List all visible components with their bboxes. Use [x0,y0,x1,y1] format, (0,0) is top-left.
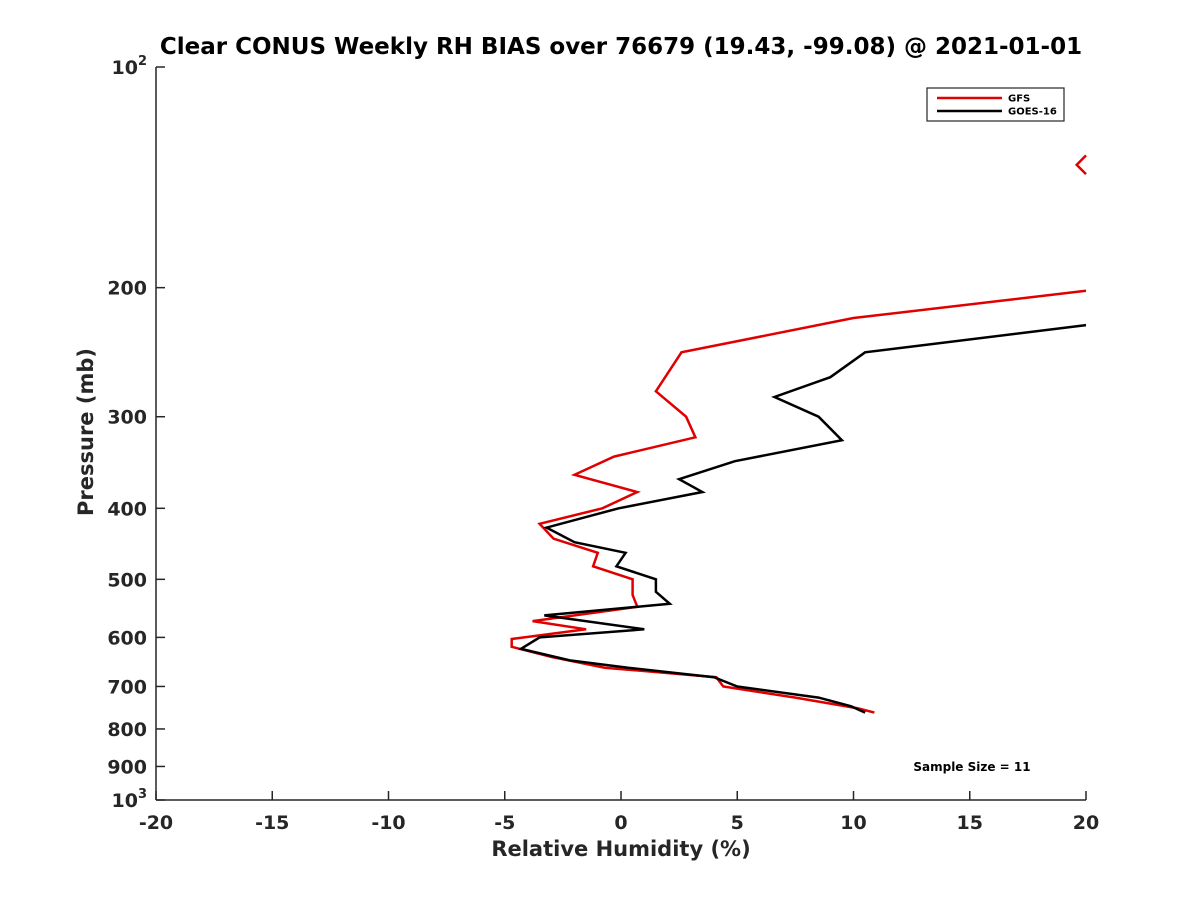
x-tick-label: 0 [614,812,627,834]
legend-label-gfs: GFS [1008,94,1030,105]
legend: GFS GOES-16 [926,87,1065,122]
chart-title: Clear CONUS Weekly RH BIAS over 76679 (1… [160,34,1082,60]
plot-area [510,154,1087,714]
legend-label-goes-16: GOES-16 [1008,107,1057,118]
y-tick-label: 900 [107,756,147,778]
y-tick-label: 400 [107,498,147,520]
y-tick-label: 600 [107,627,147,649]
x-tick-label: -10 [371,812,405,834]
y-tick-label: 500 [107,569,147,591]
y-tick-exponent: 3 [138,787,147,802]
y-tick-label: 800 [107,719,147,741]
y-tick-label: 103 [112,787,148,812]
x-tick-label: -5 [494,812,515,834]
series-line-gfs [1074,154,1087,175]
x-axis-label: Relative Humidity (%) [491,837,750,861]
y-tick-label: 102 [112,54,148,79]
x-tick-label: -20 [139,812,173,834]
x-tick-label: 15 [957,812,983,834]
y-tick-exponent: 2 [138,54,147,69]
x-tick-label: 10 [840,812,866,834]
legend-box [926,87,1065,122]
y-tick-base: 10 [112,57,138,79]
series-line-goes-16 [517,323,1087,714]
series-line-gfs [510,289,1087,714]
y-axis-label: Pressure (mb) [74,348,98,516]
axes [155,67,1086,801]
x-ticks: -20 -15 -10 -5 0 5 10 15 20 [139,791,1099,834]
x-tick-label: 20 [1073,812,1099,834]
y-tick-label: 700 [107,676,147,698]
y-tick-label: 300 [107,407,147,429]
x-tick-label: 5 [731,812,744,834]
y-tick-base: 10 [112,790,138,812]
sample-size-annotation: Sample Size = 11 [913,760,1030,774]
y-tick-label: 200 [107,278,147,300]
x-tick-label: -15 [255,812,289,834]
